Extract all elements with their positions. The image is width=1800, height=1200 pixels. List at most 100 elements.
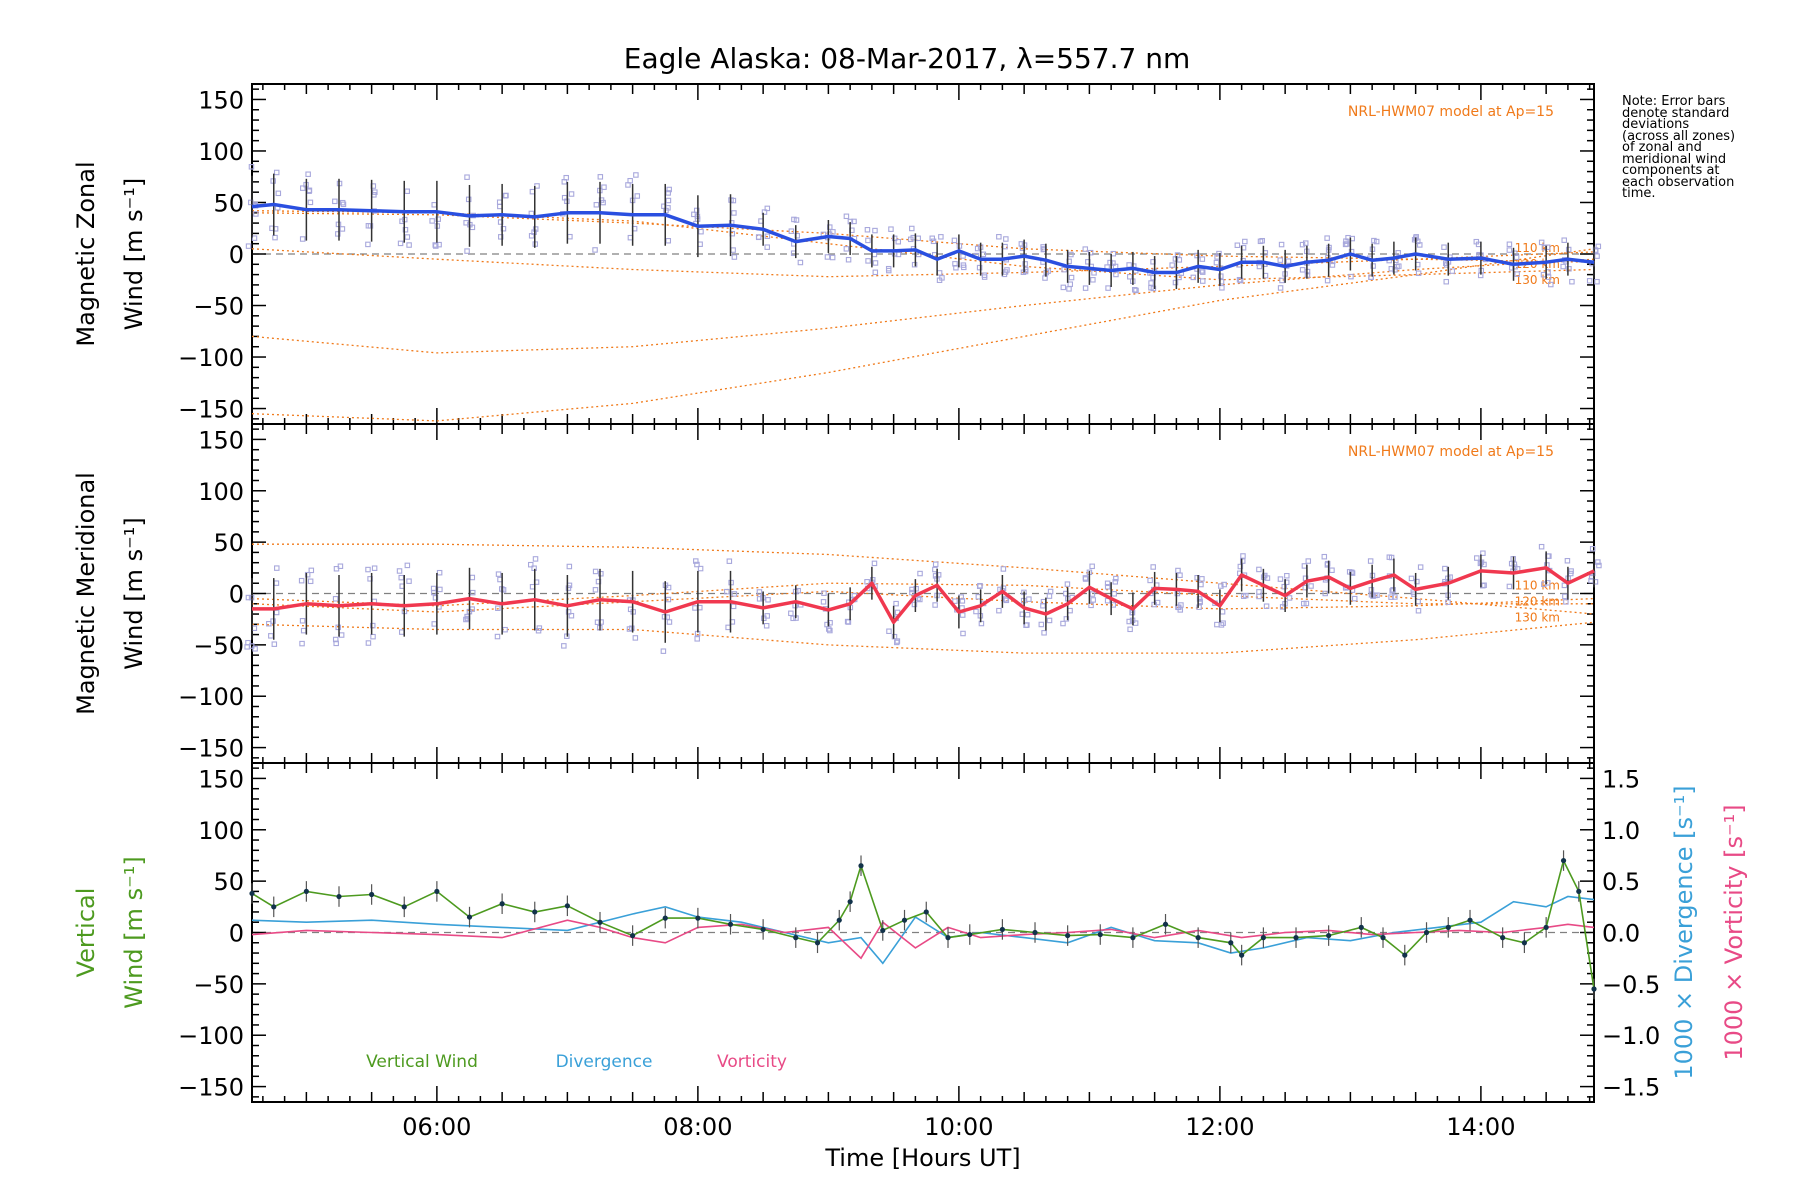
zone-sample xyxy=(1242,238,1248,245)
zone-sample xyxy=(666,619,673,625)
vertical-wind-point xyxy=(662,915,668,921)
zone-sample xyxy=(1196,596,1203,602)
vertical-wind-point xyxy=(597,919,603,925)
zone-sample xyxy=(1506,241,1513,248)
zone-sample xyxy=(845,256,852,263)
y2-axis-label: 1000 × Divergence [s⁻¹] xyxy=(1670,785,1698,1079)
zone-sample xyxy=(726,558,733,564)
model-label: NRL-HWM07 model at Ap=15 xyxy=(1348,444,1554,460)
zone-sample xyxy=(1169,262,1175,268)
zone-sample xyxy=(1277,576,1284,582)
zone-sample xyxy=(436,569,443,576)
zone-sample xyxy=(397,240,404,247)
zone-sample xyxy=(1237,277,1244,284)
zone-sample xyxy=(245,243,252,249)
zone-sample xyxy=(1175,567,1181,574)
zone-sample xyxy=(1104,584,1111,590)
zone-sample xyxy=(864,579,870,585)
zone-sample xyxy=(568,612,575,619)
zone-sample xyxy=(1220,620,1226,626)
vertical-wind-point xyxy=(967,931,973,938)
y-tick-label: 0 xyxy=(229,920,244,948)
zone-sample xyxy=(629,625,635,631)
zone-sample xyxy=(1442,565,1448,572)
zone-sample xyxy=(252,646,258,652)
zone-sample xyxy=(1324,277,1331,284)
zone-sample xyxy=(1024,611,1031,618)
x-tick-label: 06:00 xyxy=(402,1113,471,1141)
zone-sample xyxy=(844,618,851,625)
zone-sample xyxy=(1068,251,1074,258)
zone-sample xyxy=(500,225,507,232)
zone-sample xyxy=(864,226,871,233)
zone-sample xyxy=(1063,616,1070,622)
zone-sample xyxy=(1110,250,1117,257)
zone-sample xyxy=(1150,564,1156,570)
zone-sample xyxy=(1286,595,1293,601)
zone-sample xyxy=(464,248,470,254)
zone-sample xyxy=(930,238,937,245)
zone-sample xyxy=(1322,590,1328,597)
y2-axis-label: 1000 × Vorticity [s⁻¹] xyxy=(1720,804,1748,1060)
zone-sample xyxy=(1177,572,1183,578)
zone-sample xyxy=(1512,250,1518,256)
zone-sample xyxy=(333,566,340,572)
zone-sample xyxy=(1411,236,1418,243)
zone-sample xyxy=(1390,587,1396,593)
y-tick-label: 0 xyxy=(229,581,244,609)
vertical-wind-point xyxy=(1445,924,1451,930)
zone-sample xyxy=(469,574,476,581)
vertical-wind-point xyxy=(1293,935,1299,941)
zone-sample xyxy=(692,605,698,611)
zone-sample xyxy=(1277,257,1283,263)
zone-sample xyxy=(1441,244,1447,250)
zone-sample xyxy=(731,591,738,597)
zone-sample xyxy=(1562,593,1568,600)
model-altitude-label: 110 km xyxy=(1515,241,1560,255)
zone-sample xyxy=(1042,275,1048,281)
zone-sample xyxy=(1415,270,1422,276)
y2-tick-label: −1.0 xyxy=(1602,1022,1660,1050)
note-line: denote standard xyxy=(1622,105,1730,121)
zone-sample xyxy=(298,577,305,584)
zone-sample xyxy=(917,570,923,577)
zone-sample xyxy=(725,624,731,631)
zone-sample xyxy=(973,608,979,615)
zone-sample xyxy=(306,187,313,194)
zone-sample xyxy=(976,264,983,271)
zone-sample xyxy=(597,174,604,180)
zone-sample xyxy=(976,583,983,590)
zone-sample xyxy=(561,179,568,185)
y-tick-label: −100 xyxy=(178,1022,244,1050)
zone-sample xyxy=(332,636,339,643)
zone-sample xyxy=(565,585,572,591)
zone-sample xyxy=(1511,564,1518,570)
zone-sample xyxy=(1107,259,1113,266)
legend-item: Divergence xyxy=(556,1052,653,1072)
zone-sample xyxy=(592,247,598,253)
vertical-wind-point xyxy=(1380,935,1386,941)
vertical-wind-point xyxy=(847,899,853,905)
y2-tick-label: 0.5 xyxy=(1602,868,1640,896)
zone-sample xyxy=(367,223,374,229)
vertical-wind-point xyxy=(630,932,636,939)
zone-sample xyxy=(529,188,536,195)
zone-sample xyxy=(911,261,918,268)
zone-sample xyxy=(1199,268,1205,274)
zone-sample xyxy=(1024,622,1030,628)
zone-sample xyxy=(756,589,763,595)
zone-sample xyxy=(911,601,918,608)
y-tick-label: −100 xyxy=(178,344,244,372)
zone-sample xyxy=(1213,259,1220,266)
zone-sample xyxy=(1308,583,1314,589)
vertical-wind-point xyxy=(1228,940,1234,946)
zone-sample xyxy=(765,597,771,603)
zone-sample xyxy=(1199,278,1206,284)
zone-sample xyxy=(763,623,770,629)
y-tick-label: −100 xyxy=(178,683,244,711)
zone-sample xyxy=(665,596,672,603)
note-line: each observation xyxy=(1622,174,1735,190)
zone-sample xyxy=(1089,563,1095,570)
vertical-wind-point xyxy=(401,904,407,910)
model-curve xyxy=(252,543,1595,615)
